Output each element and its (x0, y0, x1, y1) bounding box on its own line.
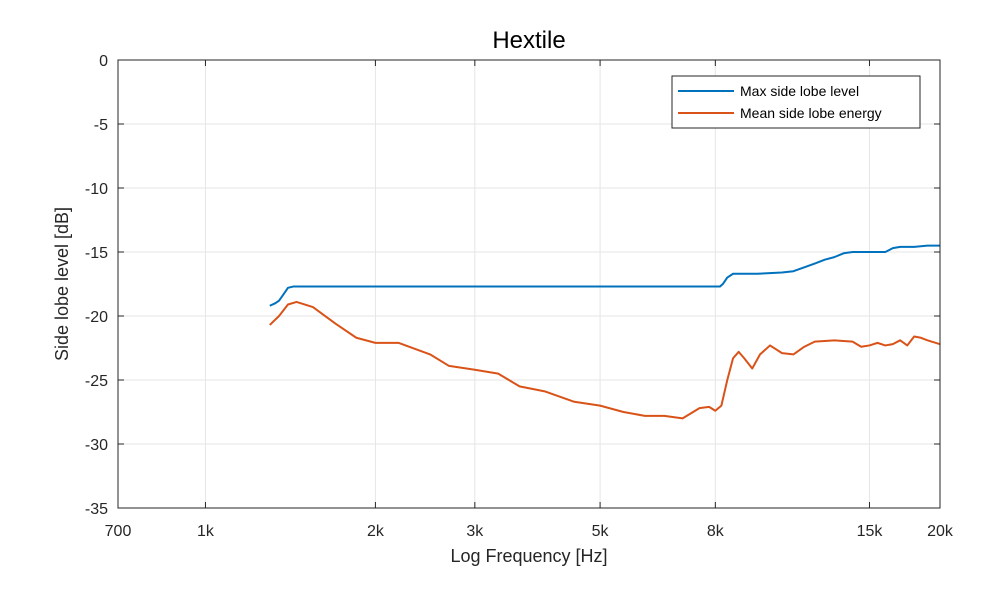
y-tick-label: -25 (85, 373, 108, 390)
y-tick-label: -35 (85, 501, 108, 518)
y-tick-label: -20 (85, 309, 108, 326)
ticks (117, 59, 941, 509)
series-line-max-side-lobe-level (269, 244, 940, 307)
y-tick-label: -10 (85, 181, 108, 198)
y-tick-label: -5 (94, 117, 108, 134)
chart-title: Hextile (492, 27, 565, 54)
x-tick-label: 1k (197, 523, 215, 540)
legend-box (671, 75, 921, 129)
legend: Max side lobe level Mean side lobe energ… (671, 75, 921, 129)
y-tick-label: 0 (99, 53, 108, 70)
x-tick-label: 8k (707, 523, 725, 540)
y-tick-label: -15 (85, 245, 108, 262)
x-tick-label: 15k (857, 523, 884, 540)
x-tick-label: 20k (927, 523, 954, 540)
y-axis-title: Side lobe level [dB] (52, 207, 72, 361)
legend-label-mean-side-lobe-energy: Mean side lobe energy (740, 105, 882, 121)
x-axis-title: Log Frequency [Hz] (450, 546, 607, 566)
series-lines (269, 244, 941, 420)
plot-area (118, 60, 940, 508)
y-tick-label: -30 (85, 437, 108, 454)
series-line-mean-side-lobe-energy (269, 300, 941, 420)
x-tick-label: 5k (592, 523, 610, 540)
x-tick-label: 3k (466, 523, 484, 540)
plot-frame (117, 59, 941, 509)
legend-label-max-side-lobe-level: Max side lobe level (740, 83, 859, 99)
x-tick-label: 2k (367, 523, 385, 540)
x-tick-label: 700 (105, 523, 132, 540)
tick-labels: 700 1k 2k 3k 5k 8k 15k 20k 0 -5 -10 -15 -20 -25 -30 -35 (85, 53, 954, 540)
